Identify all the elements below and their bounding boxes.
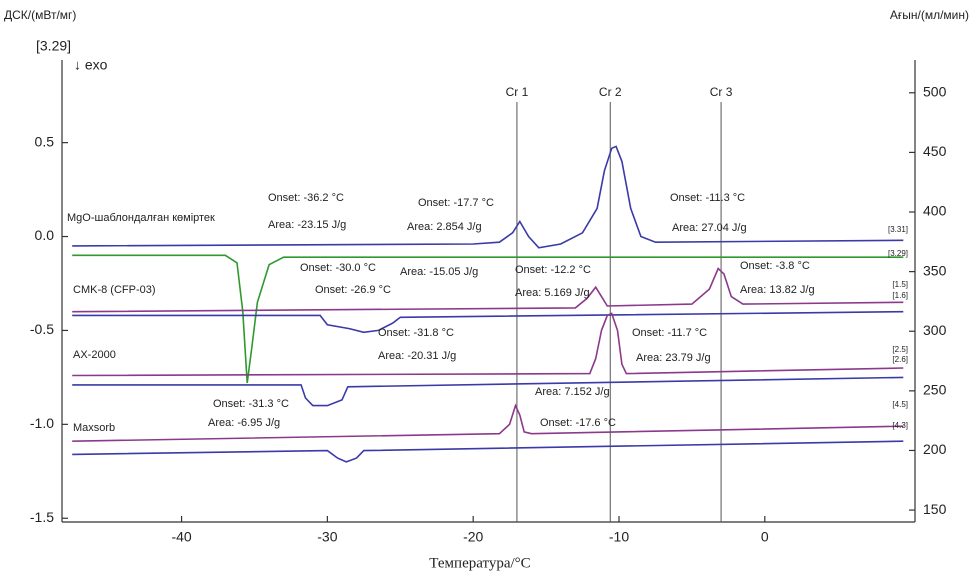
dsc-curve bbox=[72, 403, 904, 442]
y-tick-label: -1.5 bbox=[30, 509, 54, 525]
dsc-curve bbox=[72, 376, 904, 407]
x-tick-label: -40 bbox=[171, 529, 191, 545]
annotation: Area: 2.854 J/g bbox=[407, 221, 482, 233]
annotation: Area: -20.31 J/g bbox=[378, 350, 456, 362]
annotation: Onset: -12.2 °C bbox=[515, 264, 591, 276]
x-axis-label: Температура/°C bbox=[429, 555, 530, 571]
end-label: [1.6] bbox=[892, 291, 908, 300]
x-tick-label: 0 bbox=[761, 529, 769, 545]
dsc-curve bbox=[72, 254, 904, 384]
annotation: Onset: -3.8 °C bbox=[740, 260, 810, 272]
annotation: Onset: -26.9 °C bbox=[315, 284, 391, 296]
annotation: Area: -15.05 J/g bbox=[400, 266, 478, 278]
crystallization-label: Cr 1 bbox=[506, 85, 529, 99]
annotation: Area: -23.15 J/g bbox=[268, 219, 346, 231]
annotation: Onset: -30.0 °C bbox=[300, 262, 376, 274]
dsc-curve bbox=[72, 267, 904, 313]
end-label: [2.6] bbox=[892, 355, 908, 364]
y2-tick-label: 450 bbox=[923, 143, 947, 159]
dsc-curve bbox=[72, 440, 904, 463]
sample-label: CMK-8 (CFP-03) bbox=[73, 284, 156, 296]
annotation: Area: 27.04 J/g bbox=[672, 222, 747, 234]
annotation: Onset: -36.2 °C bbox=[268, 192, 344, 204]
annotation: Area: -6.95 J/g bbox=[208, 417, 280, 429]
end-label: [4.3] bbox=[892, 421, 908, 430]
y-tick-label: -1.0 bbox=[30, 415, 54, 431]
sample-label: Maxsorb bbox=[73, 422, 115, 434]
y2-axis-label: Ағын/(мл/мин) bbox=[890, 8, 969, 22]
dsc-curve bbox=[72, 312, 904, 377]
y2-tick-label: 300 bbox=[923, 322, 947, 338]
annotation: Area: 23.79 J/g bbox=[636, 352, 711, 364]
annotation: Onset: -31.8 °C bbox=[378, 327, 454, 339]
direction-note: ↓ exo bbox=[74, 57, 108, 73]
y2-tick-label: 250 bbox=[923, 382, 947, 398]
sample-label: MgO-шаблондалған көміртек bbox=[67, 212, 215, 224]
y-tick-label: -0.5 bbox=[30, 321, 54, 337]
annotation: Onset: -17.7 °C bbox=[418, 197, 494, 209]
y2-tick-label: 400 bbox=[923, 203, 947, 219]
crystallization-label: Cr 3 bbox=[710, 85, 733, 99]
y2-tick-label: 200 bbox=[923, 441, 947, 457]
end-label: [1.5] bbox=[892, 280, 908, 289]
annotation: Onset: -11.3 °C bbox=[670, 192, 745, 204]
annotation: Area: 7.152 J/g bbox=[535, 386, 610, 398]
y2-tick-label: 500 bbox=[923, 83, 947, 99]
end-label: [4.5] bbox=[892, 400, 908, 409]
dsc-curve bbox=[72, 145, 904, 249]
corner-note: [3.29] bbox=[36, 38, 71, 54]
annotation: Onset: -11.7 °C bbox=[632, 327, 707, 339]
annotation: Area: 5.169 J/g bbox=[515, 287, 590, 299]
end-label: [2.5] bbox=[892, 345, 908, 354]
x-tick-label: -10 bbox=[609, 529, 629, 545]
y2-tick-label: 350 bbox=[923, 262, 947, 278]
annotation: Area: 13.82 J/g bbox=[740, 284, 815, 296]
end-label: [3.31] bbox=[888, 225, 908, 234]
y-tick-label: 0.0 bbox=[35, 227, 55, 243]
sample-label: AX-2000 bbox=[73, 349, 116, 361]
crystallization-label: Cr 2 bbox=[599, 85, 622, 99]
annotation: Onset: -31.3 °C bbox=[213, 398, 289, 410]
y-tick-label: 0.5 bbox=[35, 133, 55, 149]
y2-tick-label: 150 bbox=[923, 501, 947, 517]
end-label: [3.29] bbox=[888, 249, 908, 258]
x-tick-label: -20 bbox=[463, 529, 483, 545]
annotation: Onset: -17.6 °C bbox=[540, 417, 616, 429]
dsc-curve bbox=[72, 310, 904, 334]
x-tick-label: -30 bbox=[317, 529, 337, 545]
y-axis-label: ДСК/(мВт/мг) bbox=[4, 8, 76, 22]
